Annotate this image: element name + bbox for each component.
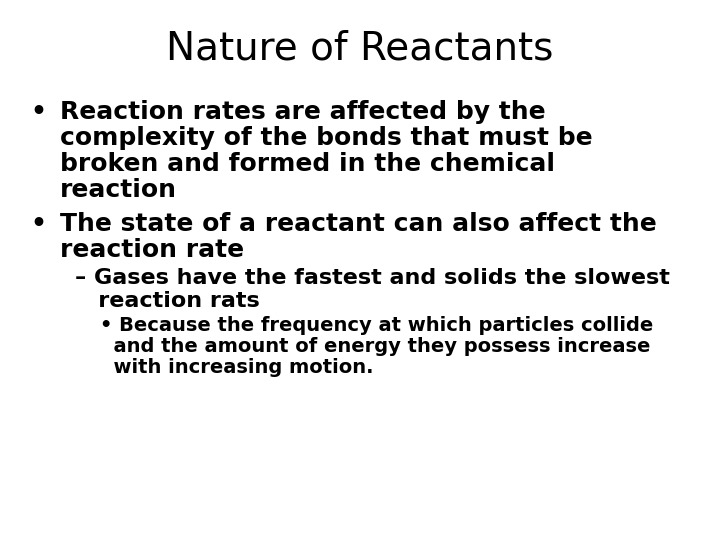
Text: reaction rats: reaction rats (75, 291, 260, 311)
Text: Reaction rates are affected by the: Reaction rates are affected by the (60, 100, 546, 124)
Text: reaction rate: reaction rate (60, 238, 244, 262)
Text: The state of a reactant can also affect the: The state of a reactant can also affect … (60, 212, 657, 236)
Text: – Gases have the fastest and solids the slowest: – Gases have the fastest and solids the … (75, 268, 670, 288)
Text: Nature of Reactants: Nature of Reactants (166, 30, 554, 68)
Text: reaction: reaction (60, 178, 177, 202)
Text: broken and formed in the chemical: broken and formed in the chemical (60, 152, 555, 176)
Text: •: • (30, 100, 46, 124)
Text: complexity of the bonds that must be: complexity of the bonds that must be (60, 126, 593, 150)
Text: • Because the frequency at which particles collide: • Because the frequency at which particl… (100, 316, 653, 335)
Text: •: • (30, 212, 46, 236)
Text: and the amount of energy they possess increase: and the amount of energy they possess in… (100, 337, 650, 356)
Text: with increasing motion.: with increasing motion. (100, 358, 374, 377)
